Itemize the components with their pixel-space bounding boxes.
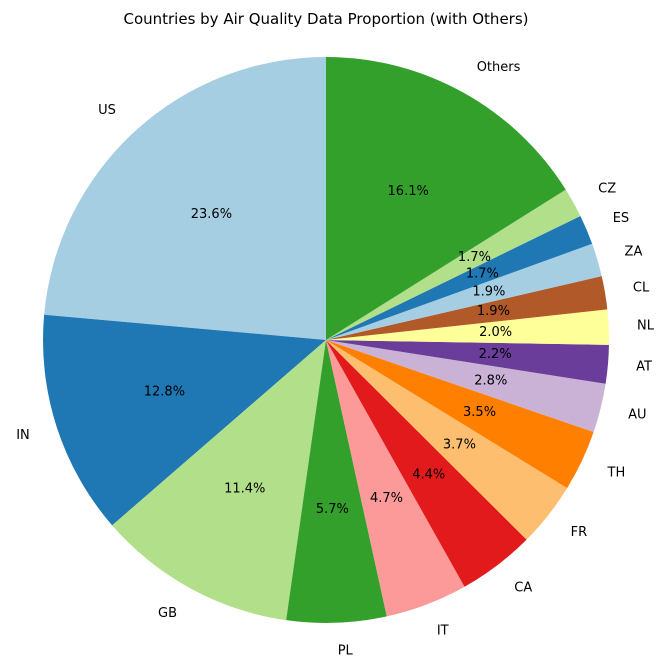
- pct-label-es: 1.7%: [466, 266, 499, 281]
- slice-label-au: AU: [628, 407, 646, 422]
- slice-gb: [112, 340, 327, 621]
- slice-label-us: US: [98, 103, 116, 118]
- pct-label-th: 3.5%: [463, 405, 496, 420]
- slice-label-cl: CL: [633, 280, 650, 295]
- slice-label-others: Others: [477, 60, 521, 75]
- slice-label-cz: CZ: [598, 181, 616, 196]
- slice-label-ca: CA: [514, 580, 532, 595]
- pct-label-nl: 2.0%: [479, 325, 512, 340]
- slice-cz: [326, 189, 581, 340]
- slice-it: [326, 340, 465, 617]
- slice-label-za: ZA: [625, 244, 643, 259]
- slice-label-th: TH: [607, 465, 626, 480]
- slice-nl: [326, 309, 609, 345]
- slice-label-pl: PL: [338, 644, 354, 659]
- percent-labels: 23.6% 12.8% 11.4% 5.7% 4.7% 4.4% 3.7% 3.5% 2.8% 2…: [144, 184, 512, 517]
- chart-title: Countries by Air Quality Data Proportion…: [123, 10, 528, 28]
- slice-ca: [326, 340, 527, 587]
- pct-label-it: 4.7%: [370, 491, 403, 506]
- slice-es: [326, 216, 593, 340]
- pct-label-za: 1.9%: [472, 284, 505, 299]
- slice-others: [326, 57, 566, 340]
- slice-label-fr: FR: [571, 525, 588, 540]
- slice-in: [43, 314, 327, 526]
- pct-label-in: 12.8%: [144, 385, 185, 400]
- slice-th: [326, 340, 594, 489]
- slice-fr: [326, 340, 568, 540]
- pie-slices: [43, 57, 609, 623]
- slice-label-it: IT: [437, 623, 449, 638]
- slice-label-in: IN: [16, 428, 30, 443]
- pct-label-gb: 11.4%: [224, 482, 265, 497]
- pct-label-fr: 3.7%: [443, 438, 476, 453]
- slice-label-gb: GB: [158, 606, 177, 621]
- slice-za: [326, 243, 602, 340]
- slice-at: [326, 340, 609, 384]
- slice-pl: [286, 340, 387, 623]
- pct-label-others: 16.1%: [388, 184, 429, 199]
- slice-label-at: AT: [636, 359, 652, 374]
- pct-label-cz: 1.7%: [458, 250, 491, 265]
- pct-label-cl: 1.9%: [477, 304, 510, 319]
- pct-label-us: 23.6%: [191, 207, 232, 222]
- slice-au: [326, 340, 606, 433]
- pct-label-pl: 5.7%: [316, 502, 349, 517]
- slice-labels: US IN GB PL IT CA FR TH AU AT NL CL ZA ES CZ Others: [16, 60, 655, 658]
- slice-us: [44, 57, 327, 340]
- slice-label-es: ES: [613, 211, 629, 226]
- pct-label-au: 2.8%: [474, 373, 507, 388]
- pct-label-ca: 4.4%: [412, 468, 445, 483]
- slice-label-nl: NL: [637, 318, 655, 333]
- slice-cl: [326, 276, 608, 340]
- pct-label-at: 2.2%: [479, 347, 512, 362]
